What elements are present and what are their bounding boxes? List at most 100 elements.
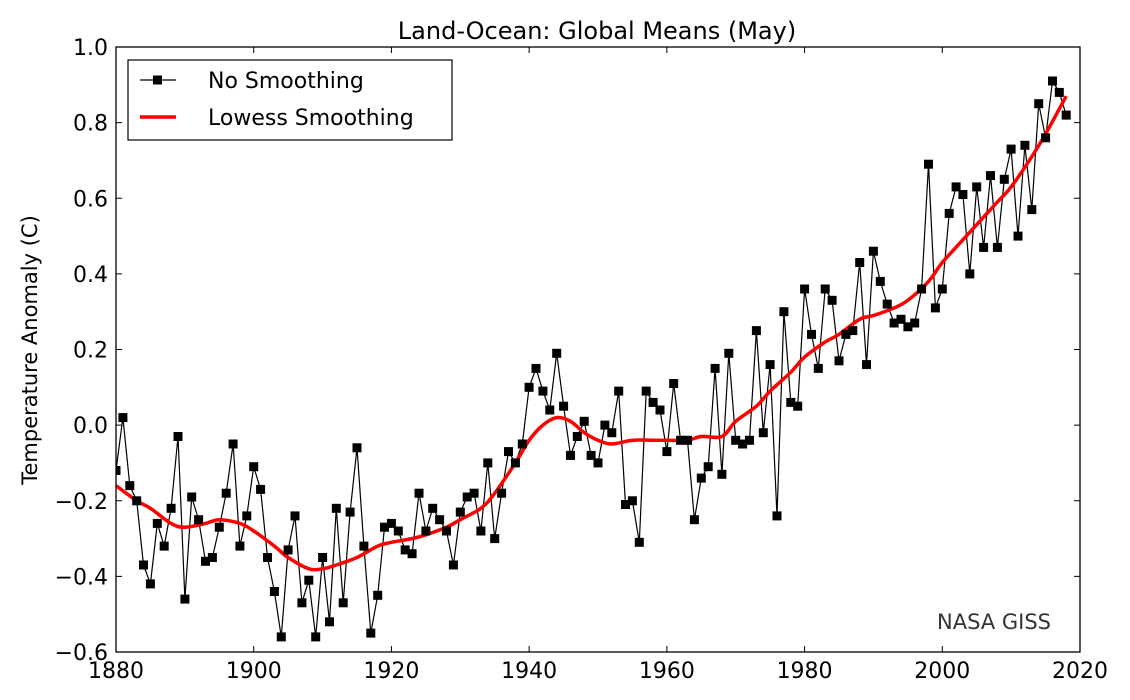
data-point-marker [655, 405, 665, 415]
data-point-marker [1041, 133, 1051, 143]
data-point-marker [201, 556, 210, 566]
data-point-marker [469, 488, 479, 498]
x-tick-label: 1920 [363, 659, 419, 684]
data-point-marker [180, 594, 190, 604]
data-point-marker [951, 182, 961, 192]
data-point-marker [572, 432, 582, 441]
data-point-marker [662, 447, 672, 457]
data-point-marker [758, 428, 768, 438]
data-point-marker [510, 458, 520, 468]
data-point-marker [256, 484, 266, 494]
data-point-marker [380, 522, 389, 532]
data-point-marker [386, 518, 396, 528]
data-point-marker [986, 171, 995, 181]
data-point-marker [393, 526, 403, 536]
data-point-marker [545, 405, 555, 415]
data-point-marker [924, 159, 933, 169]
data-point-marker [118, 413, 128, 423]
data-point-marker [855, 258, 865, 267]
x-tick-label: 1880 [88, 659, 144, 684]
data-point-marker [820, 284, 830, 294]
legend: No Smoothing Lowess Smoothing [127, 59, 453, 141]
data-point-marker [538, 386, 548, 396]
data-point-marker [276, 632, 286, 642]
plot-frame [115, 46, 1081, 653]
data-point-marker [641, 386, 651, 396]
data-point-marker [318, 553, 328, 562]
data-point-marker [407, 549, 417, 559]
data-point-marker [738, 439, 748, 449]
x-tick-label: 1980 [777, 659, 833, 684]
y-tick-label: 0.0 [73, 414, 108, 439]
data-point-marker [841, 329, 851, 339]
data-point-marker [627, 496, 637, 506]
data-point-marker [566, 450, 575, 460]
data-point-marker [621, 500, 630, 509]
data-point-marker [731, 435, 741, 445]
data-point-marker [414, 488, 424, 498]
data-point-marker [669, 379, 679, 388]
data-point-marker [524, 382, 534, 392]
data-point-marker [930, 303, 940, 313]
data-point-marker [194, 515, 204, 525]
ticks-layer: 1880 1900 1920 1940 1960 1980 2000 2020 −0.6 −0.4… [55, 36, 1108, 684]
data-point-marker [304, 575, 314, 585]
data-point-marker [745, 435, 754, 445]
data-point-marker [462, 492, 472, 502]
data-point-marker [1034, 99, 1044, 109]
data-point-marker [903, 322, 913, 332]
legend-box [127, 59, 453, 141]
data-point-marker [896, 314, 906, 324]
data-point-marker [173, 432, 183, 441]
data-point-marker [400, 545, 410, 555]
data-point-marker [421, 526, 431, 536]
x-tick-label: 1960 [639, 659, 695, 684]
data-point-marker [786, 397, 796, 407]
data-point-marker [283, 545, 293, 555]
legend-label-no-smoothing: No Smoothing [208, 69, 364, 94]
data-point-marker [373, 590, 383, 600]
data-point-marker [159, 541, 169, 551]
data-point-marker [882, 299, 892, 309]
data-point-marker [944, 208, 954, 218]
data-point-marker [862, 360, 871, 370]
data-point-marker [979, 242, 989, 252]
y-tick-label: −0.6 [55, 641, 108, 666]
data-point-marker [242, 511, 252, 521]
data-point-marker [593, 458, 603, 468]
data-point-marker [187, 492, 197, 502]
data-point-marker [531, 363, 541, 373]
data-point-marker [717, 469, 727, 479]
data-point-marker [1006, 144, 1016, 154]
data-point-marker [483, 458, 493, 468]
legend-marker-no-smoothing [153, 75, 162, 85]
series-line-lowess-smoothing [116, 95, 1068, 572]
data-point-marker [331, 503, 341, 513]
data-point-marker [910, 318, 920, 328]
data-point-marker [448, 560, 458, 570]
data-point-marker [868, 246, 878, 256]
data-point-marker [834, 356, 844, 366]
data-point-marker [992, 242, 1002, 252]
y-tick-label: 0.2 [73, 339, 108, 364]
data-point-marker [1013, 231, 1023, 241]
data-point-marker [875, 276, 885, 286]
data-point-marker [676, 435, 686, 445]
data-point-marker [338, 598, 348, 608]
data-point-marker [793, 401, 803, 411]
y-tick-label: 0.6 [73, 187, 108, 212]
data-point-marker [345, 507, 355, 517]
data-point-marker [352, 443, 362, 453]
data-point-marker [1061, 110, 1071, 120]
data-point-marker [600, 420, 610, 430]
data-point-marker [139, 560, 148, 570]
data-point-marker [779, 307, 789, 317]
data-point-marker [614, 386, 624, 396]
data-point-marker [710, 363, 720, 373]
data-point-marker [297, 598, 307, 608]
data-point-marker [311, 632, 321, 642]
y-tick-label: −0.2 [55, 490, 108, 515]
legend-label-lowess: Lowess Smoothing [208, 106, 414, 131]
data-point-marker [917, 284, 927, 294]
data-point-marker [800, 284, 810, 294]
